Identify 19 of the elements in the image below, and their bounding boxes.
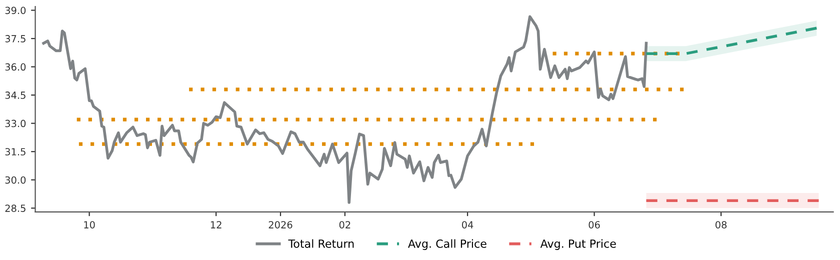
y-tick-label: 34.5 xyxy=(5,92,26,99)
line-series xyxy=(42,15,648,204)
y-tick-label: 36.0 xyxy=(5,63,26,71)
x-tick-label: 10 xyxy=(84,221,95,228)
y-tick-label: 39.0 xyxy=(5,6,26,14)
legend-label: Total Return xyxy=(288,239,354,248)
x-tick-label: 2026 xyxy=(268,221,292,228)
x-tick-label: 02 xyxy=(339,221,350,228)
y-tick-label: 33.0 xyxy=(5,120,26,128)
y-tick-label: 30.0 xyxy=(5,176,26,184)
x-tick-label: 06 xyxy=(588,221,600,228)
x-tick-label: 08 xyxy=(716,221,727,228)
legend-label: Avg. Call Price xyxy=(408,239,486,250)
y-tick-label: 37.5 xyxy=(5,35,26,42)
y-tick-label: 31.5 xyxy=(5,148,26,156)
x-tick-label: 12 xyxy=(210,221,222,228)
y-tick-label: 28.5 xyxy=(5,204,26,212)
legend-label: Avg. Put Price xyxy=(540,239,616,250)
x-tick-label: 04 xyxy=(462,221,474,228)
